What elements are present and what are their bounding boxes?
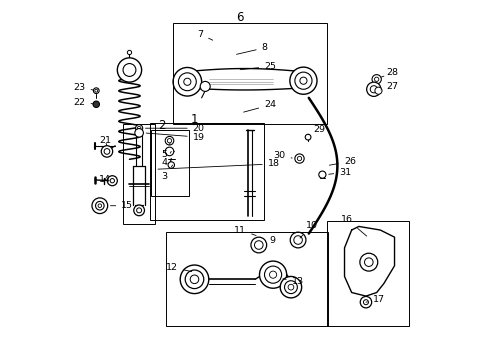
Circle shape [264,266,281,283]
Text: 20: 20 [145,124,204,133]
Circle shape [293,236,302,244]
Text: 31: 31 [328,168,350,177]
Text: 14: 14 [99,175,111,184]
Circle shape [369,86,377,93]
Text: 9: 9 [266,236,275,245]
Text: 13: 13 [283,277,303,286]
Bar [123,123,155,224]
Circle shape [289,67,316,94]
Circle shape [101,146,112,157]
Circle shape [269,271,276,278]
Circle shape [167,139,171,143]
Text: 16: 16 [340,215,366,236]
Circle shape [134,205,144,216]
Circle shape [93,101,99,108]
Circle shape [284,281,297,294]
Circle shape [366,82,380,96]
Text: 4: 4 [162,152,171,167]
Circle shape [123,64,136,76]
Circle shape [135,129,143,137]
Bar [150,130,189,196]
Text: 11: 11 [234,225,256,235]
Circle shape [173,67,201,96]
Text: 5: 5 [162,143,170,159]
Text: 10: 10 [300,221,317,238]
Circle shape [254,241,263,249]
Text: 24: 24 [243,100,276,112]
Text: 19: 19 [146,132,204,141]
Circle shape [136,208,142,213]
Circle shape [371,75,381,84]
Text: 21: 21 [99,136,111,146]
Circle shape [290,232,305,248]
Circle shape [374,87,381,94]
Text: 7: 7 [197,30,212,40]
Text: 29: 29 [307,125,325,134]
Circle shape [297,157,301,161]
Circle shape [107,176,117,186]
Circle shape [95,202,104,210]
Text: 22: 22 [73,98,93,107]
Bar [326,221,408,327]
Circle shape [168,162,174,168]
Bar [173,23,326,123]
Circle shape [183,78,190,85]
Circle shape [318,171,325,178]
Text: 3: 3 [162,165,172,181]
Text: 27: 27 [380,82,398,91]
Circle shape [294,154,304,163]
Circle shape [92,198,107,213]
Circle shape [200,81,210,91]
Circle shape [137,126,141,130]
Text: 15: 15 [110,201,133,210]
Circle shape [294,72,311,89]
Circle shape [374,77,378,81]
Text: 23: 23 [73,83,93,92]
Circle shape [305,134,310,140]
Circle shape [185,270,203,289]
Circle shape [104,149,110,154]
Text: 25: 25 [240,62,276,71]
Text: 2: 2 [158,119,165,132]
Circle shape [117,58,142,82]
Bar [165,232,328,327]
Text: 12: 12 [166,263,191,272]
Text: 30: 30 [273,151,291,160]
Text: 26: 26 [329,157,355,166]
Circle shape [165,136,173,145]
Circle shape [165,147,173,156]
Text: 17: 17 [365,295,385,304]
Circle shape [190,275,198,284]
Bar [149,123,264,220]
Text: 18: 18 [158,159,279,169]
Text: 6: 6 [235,11,243,24]
Circle shape [93,88,99,94]
Text: 1: 1 [190,113,198,126]
Circle shape [299,77,306,84]
Text: 28: 28 [381,68,398,77]
Circle shape [287,284,293,290]
Circle shape [259,261,286,288]
Circle shape [110,179,114,183]
Circle shape [364,258,372,266]
Circle shape [360,296,371,308]
Circle shape [180,265,208,294]
Circle shape [280,276,301,298]
Circle shape [363,300,367,305]
Circle shape [135,125,142,132]
Circle shape [127,50,131,55]
Text: 8: 8 [236,43,267,54]
Circle shape [359,253,377,271]
Circle shape [95,89,98,92]
Circle shape [178,73,196,91]
Circle shape [98,204,102,207]
Circle shape [250,237,266,253]
